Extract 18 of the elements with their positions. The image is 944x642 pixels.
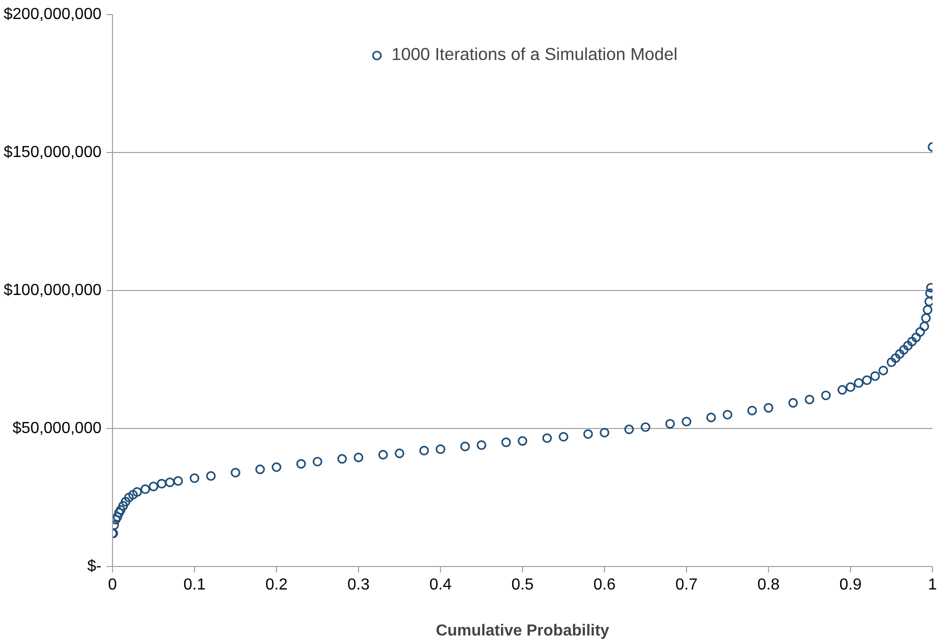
x-tick-label: 0.9 — [839, 576, 862, 594]
y-tick-label: $100,000,000 — [4, 282, 102, 299]
x-tick-label: 0.2 — [265, 576, 288, 594]
x-tick-label: 0.5 — [511, 576, 534, 594]
x-tick-label: 0.4 — [429, 576, 452, 594]
x-tick-label: 0.3 — [347, 576, 370, 594]
legend-label: 1000 Iterations of a Simulation Model — [391, 44, 678, 65]
x-axis-title: Cumulative Probability — [436, 622, 610, 640]
x-tick-label: 0.6 — [593, 576, 616, 594]
x-tick-label: 1 — [928, 576, 938, 594]
x-tick-label: 0.8 — [757, 576, 780, 594]
x-tick-label: 0.1 — [183, 576, 206, 594]
y-tick-label: $150,000,000 — [4, 144, 102, 161]
y-tick-label: $200,000,000 — [4, 6, 102, 23]
x-tick-label: 0.7 — [675, 576, 698, 594]
x-tick-label: 0 — [108, 576, 118, 594]
y-tick-label: $- — [87, 558, 102, 575]
y-tick-label: $50,000,000 — [12, 420, 102, 437]
